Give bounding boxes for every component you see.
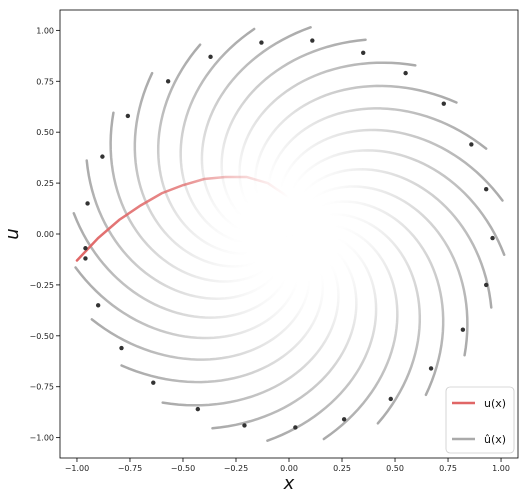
observation-point bbox=[242, 423, 247, 428]
legend: u(x) û(x) bbox=[445, 386, 515, 454]
y-tick-label: 1.00 bbox=[36, 26, 54, 35]
y-tick-label: −1.00 bbox=[29, 434, 54, 443]
prediction-curve bbox=[179, 27, 287, 246]
y-tick-label: 0.50 bbox=[36, 128, 54, 137]
observation-point bbox=[428, 366, 434, 371]
prediction-curve bbox=[266, 229, 378, 442]
observation-point bbox=[83, 256, 88, 261]
prediction-curve bbox=[288, 185, 469, 357]
prediction-curve bbox=[72, 212, 294, 319]
legend-label-pred: û(x) bbox=[484, 433, 506, 446]
x-axis-label: x bbox=[283, 473, 295, 494]
observation-point bbox=[403, 70, 408, 76]
x-tick-label: 0.00 bbox=[280, 464, 298, 473]
prediction-curve bbox=[161, 233, 340, 407]
prediction-curve bbox=[289, 200, 445, 397]
x-tick-label: 0.75 bbox=[439, 464, 457, 473]
y-tick-label: 0.25 bbox=[36, 179, 54, 188]
observation-point bbox=[85, 201, 90, 206]
y-tick-label: 0.75 bbox=[36, 77, 54, 86]
prediction-curve bbox=[287, 168, 493, 309]
true-curve bbox=[75, 175, 291, 262]
observation-point bbox=[361, 50, 366, 55]
y-axis: −1.00 −0.75 −0.50 −0.25 0.00 0.25 0.50 0.75 1.00 bbox=[29, 26, 60, 443]
y-tick-label: −0.75 bbox=[29, 383, 54, 392]
legend-label-true: u(x) bbox=[484, 397, 506, 410]
x-tick-label: −0.75 bbox=[118, 464, 143, 473]
prediction-curve bbox=[133, 71, 289, 268]
y-tick-label: 0.00 bbox=[36, 230, 54, 239]
observation-point bbox=[100, 154, 105, 159]
x-tick-label: 1.00 bbox=[492, 464, 510, 473]
prediction-curve bbox=[253, 84, 458, 234]
prediction-curve bbox=[238, 61, 417, 235]
x-tick-label: −1.00 bbox=[65, 464, 90, 473]
prediction-curve bbox=[74, 236, 301, 340]
observation-point bbox=[165, 79, 171, 84]
observation-point bbox=[95, 303, 101, 308]
x-tick-label: −0.50 bbox=[171, 464, 196, 473]
prediction-curve bbox=[277, 128, 504, 232]
prediction-curve bbox=[120, 234, 325, 384]
x-tick-label: 0.50 bbox=[386, 464, 404, 473]
y-tick-label: −0.25 bbox=[29, 281, 54, 290]
plot-area bbox=[72, 26, 506, 442]
observation-point bbox=[310, 38, 315, 43]
prediction-curve bbox=[291, 222, 399, 441]
observation-point bbox=[119, 345, 124, 351]
observation-point bbox=[293, 425, 298, 430]
observation-point bbox=[388, 396, 393, 402]
prediction-curve bbox=[200, 26, 312, 239]
observation-point bbox=[483, 187, 489, 192]
observation-point bbox=[125, 113, 131, 119]
prediction-curve bbox=[109, 111, 290, 283]
observation-point bbox=[441, 101, 446, 106]
prediction-curve bbox=[290, 212, 422, 425]
observation-point bbox=[483, 282, 489, 288]
prediction-curve bbox=[156, 43, 288, 256]
prediction-curve bbox=[211, 232, 358, 430]
prediction-curve bbox=[90, 235, 311, 361]
observation-point bbox=[83, 246, 88, 251]
observation-point bbox=[259, 40, 264, 45]
observation-point bbox=[460, 327, 466, 332]
y-tick-label: −0.50 bbox=[29, 332, 54, 341]
y-axis-label: u bbox=[2, 228, 23, 239]
observation-point bbox=[341, 417, 347, 422]
observation-point bbox=[195, 406, 201, 412]
observation-point bbox=[151, 380, 156, 385]
observation-point bbox=[208, 54, 213, 60]
prediction-curve bbox=[220, 38, 367, 236]
prediction-curve bbox=[267, 107, 488, 233]
observation-point bbox=[469, 142, 474, 147]
x-tick-label: 0.25 bbox=[333, 464, 351, 473]
x-tick-label: −0.25 bbox=[224, 464, 249, 473]
observation-point bbox=[490, 235, 495, 241]
x-axis: −1.00 −0.75 −0.50 −0.25 0.00 0.25 0.50 0.75 1.00 bbox=[65, 458, 510, 473]
